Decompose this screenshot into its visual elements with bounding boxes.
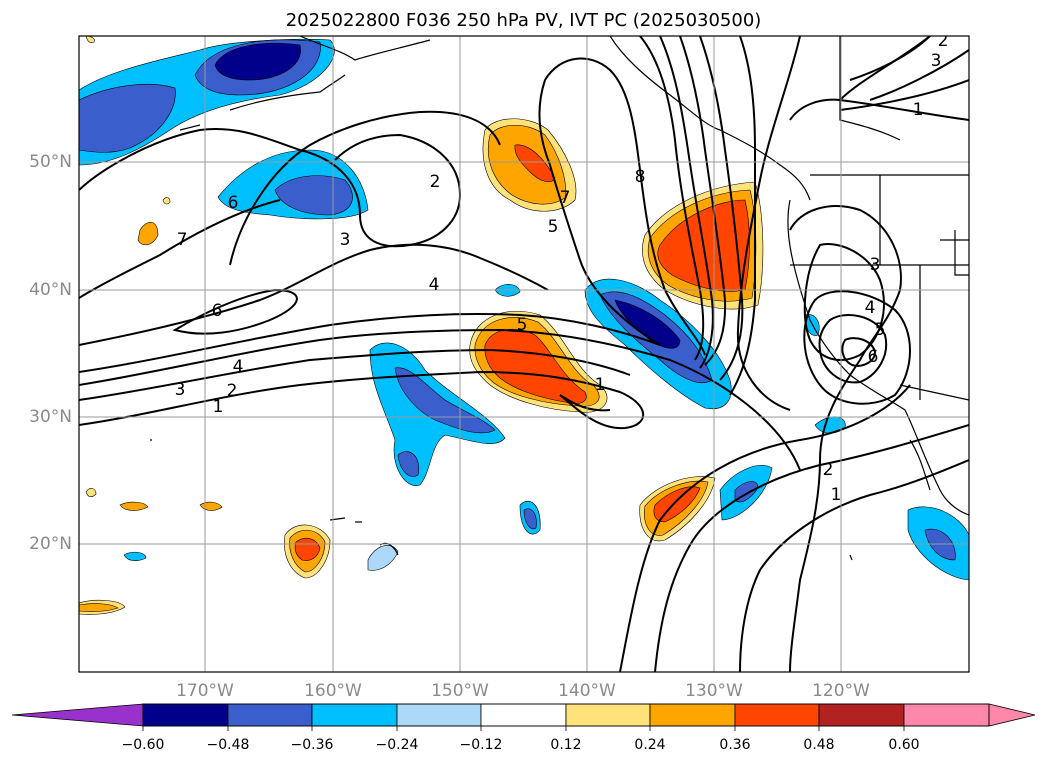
lat-label-30n: 30°N (29, 407, 72, 427)
graticule (79, 36, 969, 672)
map-title: 2025022800 F036 250 hPa PV, IVT PC (2025… (285, 10, 762, 31)
lon-label-140w: 140°W (558, 681, 616, 701)
negative-pv-shading (79, 39, 969, 581)
colorbar-tick-label: 0.24 (634, 737, 666, 753)
colorbar-extend-low (11, 703, 144, 727)
colorbar-tick-label: −0.48 (206, 737, 250, 753)
contour-label: 6 (228, 193, 239, 213)
contour-label: 6 (868, 347, 879, 367)
contour-label: 1 (831, 485, 842, 505)
contour-label: 3 (931, 51, 942, 71)
colorbar-tick-label: 0.12 (550, 737, 582, 753)
contour-label: 3 (870, 255, 881, 275)
colorbar (11, 703, 1036, 731)
contour-label: 2 (823, 460, 834, 480)
colorbar-tick-label: 0.60 (888, 737, 920, 753)
colorbar-tick-label: −0.24 (375, 737, 419, 753)
lon-label-130w: 130°W (685, 681, 743, 701)
lon-label-170w: 170°W (176, 681, 234, 701)
colorbar-tick-label: −0.12 (459, 737, 503, 753)
contour-label: 4 (233, 357, 244, 377)
contour-label: 5 (517, 315, 528, 335)
contour-label: 1 (913, 100, 924, 120)
lon-label-120w: 120°W (812, 681, 870, 701)
contour-label: 7 (177, 230, 188, 250)
contour-label: 2 (227, 381, 238, 401)
lat-label-50n: 50°N (29, 152, 72, 172)
contour-labels: 1 2 3 4 5 6 7 8 6 3 2 4 5 7 8 1 2 3 1 2 … (175, 31, 949, 505)
lat-label-40n: 40°N (29, 280, 72, 300)
contour-label: 7 (560, 188, 571, 208)
contour-label: 4 (865, 298, 876, 318)
plot-border (78, 35, 970, 673)
contour-label: 2 (430, 172, 441, 192)
contour-label: 2 (938, 31, 949, 51)
lon-label-150w: 150°W (431, 681, 489, 701)
contour-label: 1 (595, 375, 606, 395)
colorbar-tick-label: 0.36 (719, 737, 751, 753)
contour-label: 5 (875, 320, 886, 340)
colorbar-tick-label: 0.48 (803, 737, 835, 753)
contour-label: 3 (340, 230, 351, 250)
contour-label: 8 (635, 167, 646, 187)
ivt-contours (79, 36, 969, 672)
colorbar-extend-high (988, 703, 1036, 727)
lat-label-20n: 20°N (29, 534, 72, 554)
contour-label: 1 (213, 397, 224, 417)
contour-label: 5 (548, 217, 559, 237)
contour-label: 3 (175, 380, 186, 400)
colorbar-tick-label: −0.36 (290, 737, 334, 753)
lon-label-160w: 160°W (304, 681, 362, 701)
contour-label: 4 (429, 275, 440, 295)
colorbar-tick-label: −0.60 (121, 737, 165, 753)
contour-label: 6 (212, 301, 223, 321)
